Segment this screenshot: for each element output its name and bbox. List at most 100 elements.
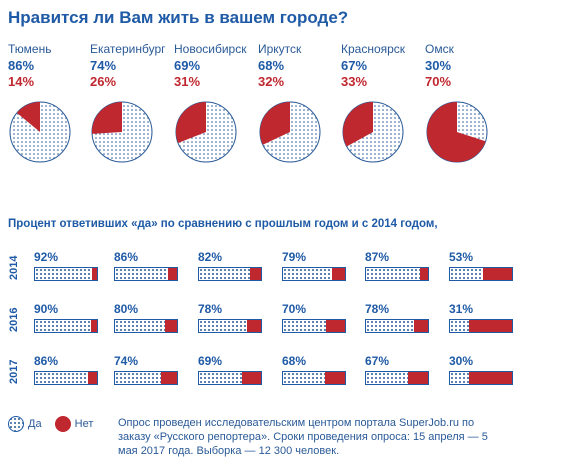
pie-slice-no xyxy=(343,102,373,147)
bar xyxy=(449,267,513,281)
legend-label-no: Нет xyxy=(74,418,94,430)
bar-cell: 68% xyxy=(282,354,352,385)
bar-value-label: 86% xyxy=(114,250,139,264)
bar-segment-no xyxy=(164,320,177,332)
pie-slice-no xyxy=(92,102,122,134)
bar xyxy=(198,267,262,281)
bar-value-label: 86% xyxy=(34,354,59,368)
city-yes-label: 74% xyxy=(90,58,117,73)
bar-segment-no xyxy=(241,372,261,384)
pie-slice-no xyxy=(176,102,206,144)
city-4: Красноярск 67% 33% xyxy=(341,42,421,163)
bar-chart-subtitle: Процент ответивших «да» по сравнению с п… xyxy=(8,218,438,230)
city-yes-label: 30% xyxy=(425,58,452,73)
pie-4 xyxy=(342,101,404,163)
bar-segment-no xyxy=(326,320,345,332)
bar-segment-yes xyxy=(115,268,169,280)
bar-segment-yes xyxy=(35,268,93,280)
bar-cell: 67% xyxy=(365,354,435,385)
bar-cell: 30% xyxy=(449,354,519,385)
bar xyxy=(34,319,98,333)
bar-segment-no xyxy=(407,372,428,384)
bar xyxy=(34,371,98,385)
bar-cell: 82% xyxy=(198,250,268,281)
city-no-label: 33% xyxy=(341,74,368,89)
bar-value-label: 70% xyxy=(282,302,307,316)
city-yes-label: 68% xyxy=(258,58,285,73)
pie-0 xyxy=(9,101,71,163)
bar-segment-yes xyxy=(450,320,470,332)
bar-cell: 92% xyxy=(34,250,104,281)
city-name: Новосибирск xyxy=(174,42,247,56)
city-pies: Тюмень 86% 14% Екатеринбург 74% 26% Новосибирс… xyxy=(0,42,565,182)
bar-segment-no xyxy=(88,372,97,384)
city-name: Омск xyxy=(425,42,454,56)
bar-segment-no xyxy=(325,372,345,384)
bar-segment-yes xyxy=(450,372,469,384)
bar-value-label: 79% xyxy=(282,250,307,264)
bar-segment-yes xyxy=(199,320,248,332)
city-0: Тюмень 86% 14% xyxy=(8,42,88,163)
pie-3 xyxy=(259,101,321,163)
bar-value-label: 87% xyxy=(365,250,390,264)
bar-segment-yes xyxy=(199,268,250,280)
bar-segment-no xyxy=(468,372,512,384)
bar-value-label: 69% xyxy=(198,354,223,368)
year-bars: 2014 92% 86% 82% 79% 87% 53% 2016 90% 80% 78% 70% 78… xyxy=(0,250,565,400)
bar-value-label: 30% xyxy=(449,354,474,368)
survey-note: Опрос проведен исследовательским центром… xyxy=(118,417,488,457)
city-yes-label: 86% xyxy=(8,58,35,73)
city-no-label: 26% xyxy=(90,74,117,89)
bar-cell: 80% xyxy=(114,302,184,333)
pie-slice-no xyxy=(260,102,290,145)
city-no-label: 14% xyxy=(8,74,35,89)
bar-cell: 53% xyxy=(449,250,519,281)
bar-segment-no xyxy=(419,268,428,280)
legend-item-no: Нет xyxy=(54,416,94,432)
bar-value-label: 90% xyxy=(34,302,59,316)
city-2: Новосибирск 69% 31% xyxy=(174,42,254,163)
city-yes-label: 67% xyxy=(341,58,368,73)
bar-cell: 86% xyxy=(114,250,184,281)
bar-value-label: 53% xyxy=(449,250,474,264)
city-5: Омск 30% 70% xyxy=(425,42,505,163)
bar xyxy=(198,319,262,333)
bar xyxy=(365,371,429,385)
bar-value-label: 92% xyxy=(34,250,59,264)
chart-title: Нравится ли Вам жить в вашем городе? xyxy=(8,8,349,27)
pie-slice-no xyxy=(16,102,40,132)
bar-segment-yes xyxy=(115,372,161,384)
bar-cell: 87% xyxy=(365,250,435,281)
bar-value-label: 78% xyxy=(198,302,223,316)
city-no-label: 31% xyxy=(174,74,201,89)
city-name: Екатеринбург xyxy=(90,42,166,56)
bar-cell: 69% xyxy=(198,354,268,385)
bar-value-label: 31% xyxy=(449,302,474,316)
city-no-label: 32% xyxy=(258,74,285,89)
bar xyxy=(114,267,178,281)
bar-segment-no xyxy=(331,268,345,280)
bar-value-label: 82% xyxy=(198,250,223,264)
bar-cell: 79% xyxy=(282,250,352,281)
bar xyxy=(282,319,346,333)
city-no-label: 70% xyxy=(425,74,452,89)
bar-cell: 78% xyxy=(198,302,268,333)
bar xyxy=(449,319,513,333)
bar-segment-yes xyxy=(283,320,327,332)
bar-segment-yes xyxy=(283,268,332,280)
pie-5 xyxy=(426,101,488,163)
bar-segment-no xyxy=(168,268,177,280)
legend-label-yes: Да xyxy=(28,418,42,430)
bar xyxy=(198,371,262,385)
bar-segment-no xyxy=(249,268,261,280)
bar xyxy=(282,371,346,385)
bar xyxy=(449,371,513,385)
city-3: Иркутск 68% 32% xyxy=(258,42,338,163)
bar-cell: 31% xyxy=(449,302,519,333)
bar-segment-no xyxy=(414,320,428,332)
bar xyxy=(34,267,98,281)
legend: Да Нет xyxy=(8,416,103,435)
bar-segment-no xyxy=(247,320,261,332)
bar-segment-yes xyxy=(35,372,89,384)
bar-segment-yes xyxy=(450,268,483,280)
